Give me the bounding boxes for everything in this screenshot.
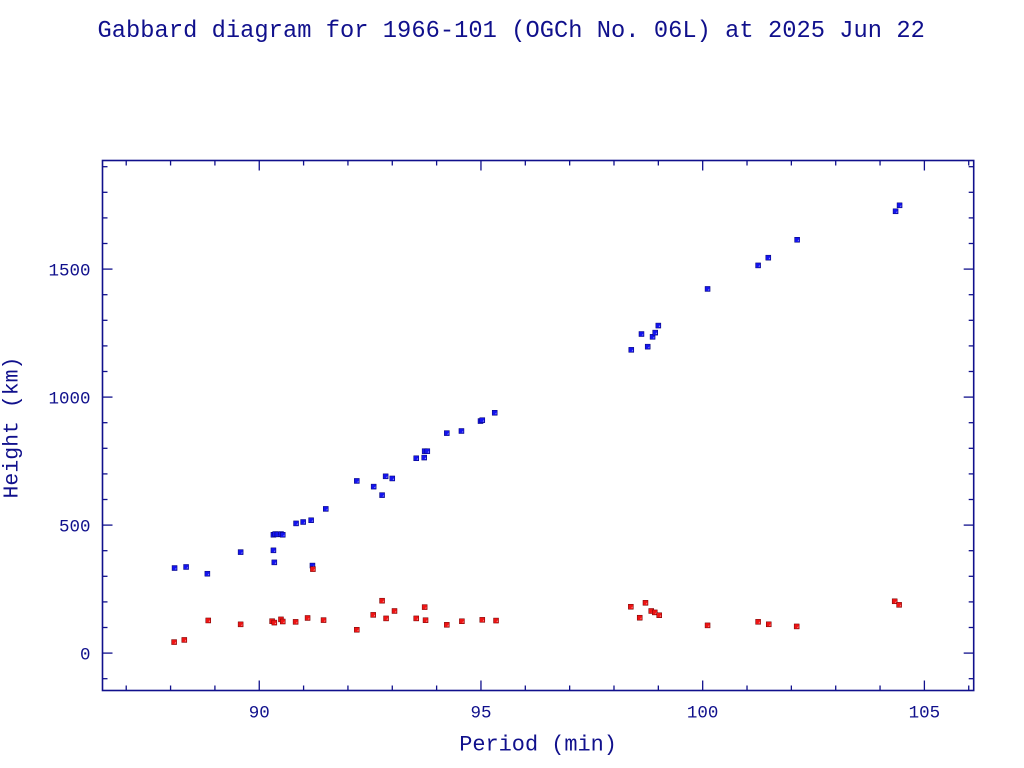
svg-text:0: 0 — [80, 646, 91, 666]
svg-text:105: 105 — [909, 704, 941, 724]
svg-text:Gabbard diagram for 1966-101 (: Gabbard diagram for 1966-101 (OGCh No. 0… — [98, 18, 925, 45]
svg-text:1500: 1500 — [48, 262, 90, 282]
svg-text:500: 500 — [59, 518, 91, 538]
svg-text:95: 95 — [470, 704, 491, 724]
svg-text:Period (min): Period (min) — [459, 733, 617, 758]
svg-text:1000: 1000 — [48, 390, 90, 410]
svg-text:100: 100 — [687, 704, 719, 724]
svg-text:90: 90 — [249, 704, 270, 724]
svg-text:Height (km): Height (km) — [1, 357, 25, 499]
